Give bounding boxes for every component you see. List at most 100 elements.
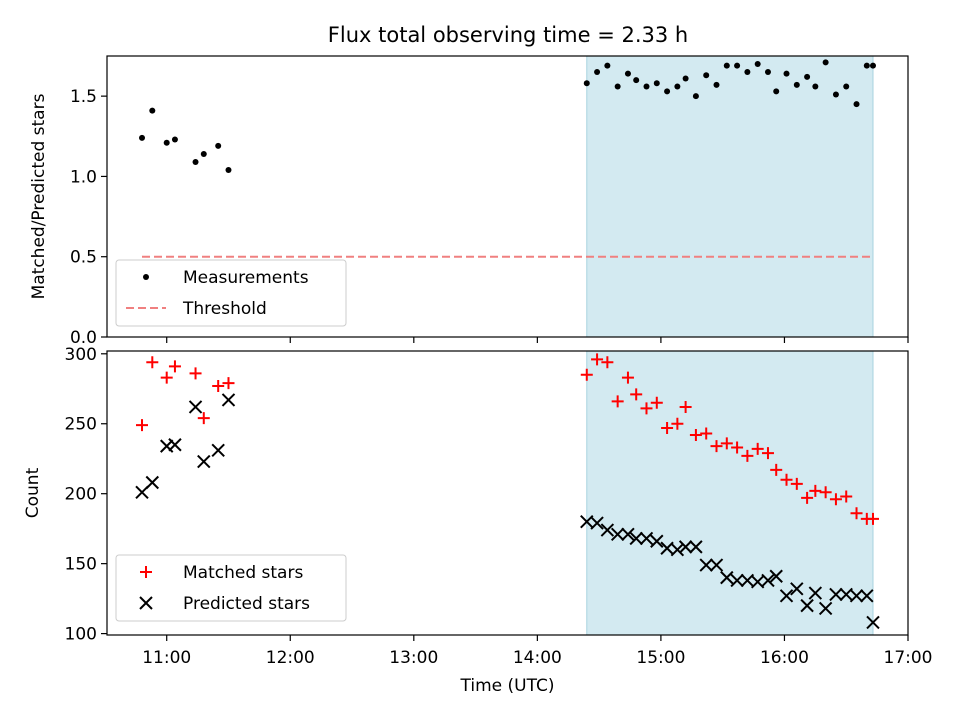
x-tick-label: 16:00 <box>760 648 809 668</box>
matched-stars-point <box>222 377 235 390</box>
matched-stars-point <box>679 400 692 413</box>
measurements-point <box>163 139 170 146</box>
matched-stars-point <box>731 441 744 454</box>
measurements-point <box>664 88 671 95</box>
predicted-stars-point <box>829 587 843 602</box>
measurements-point <box>682 75 689 82</box>
predicted-stars-point <box>769 569 783 583</box>
shaded-observing-region <box>586 55 874 338</box>
predicted-stars-point <box>790 582 804 596</box>
matched-stars-point <box>611 395 624 408</box>
measurements-point <box>773 88 780 95</box>
matched-stars-point <box>136 419 149 432</box>
matched-stars-point <box>700 427 713 440</box>
matched-stars-point <box>751 442 764 455</box>
legend-marker <box>140 566 152 578</box>
bottom-panel: 100 150 200 250 300 11:00 12:00 13:00 14:00 15:00… <box>23 345 933 696</box>
matched-stars-point <box>720 437 733 450</box>
legend-box <box>115 554 347 622</box>
matched-stars-point <box>850 507 863 520</box>
measurements-point <box>225 167 232 174</box>
predicted-stars-point <box>730 573 744 588</box>
matched-stars-point <box>866 512 879 525</box>
measurements-point <box>812 83 819 90</box>
predicted-stars-point <box>188 400 203 414</box>
measurements-point <box>171 136 178 143</box>
matched-stars-point <box>780 473 793 486</box>
legend-label: Predicted stars <box>183 594 310 614</box>
predicted-stars-point <box>211 443 225 458</box>
predicted-stars-point <box>650 534 664 548</box>
x-tick-label: 12:00 <box>266 648 315 668</box>
y-axis-label: Matched/Predicted stars <box>29 93 49 299</box>
matched-stars-point <box>671 417 684 430</box>
matched-stars-point <box>790 477 803 490</box>
measurements-point <box>215 142 222 149</box>
measurements-point <box>604 62 611 69</box>
predicted-stars-point <box>720 570 734 585</box>
measurements-point <box>754 61 761 68</box>
measurements-point <box>713 81 720 88</box>
matched-stars-point <box>741 449 754 462</box>
measurements-point <box>869 62 876 69</box>
predicted-stars-point <box>168 438 182 452</box>
measurements-point <box>594 69 601 76</box>
x-tick-label: 11:00 <box>142 648 191 668</box>
matched-stars-point <box>197 412 210 425</box>
matched-stars-point <box>770 463 783 476</box>
legend-marker <box>143 274 149 280</box>
predicted-stars-point <box>590 516 604 530</box>
predicted-stars-point <box>866 615 880 630</box>
y-tick-label: 300 <box>65 345 97 365</box>
measurements-point <box>653 80 660 87</box>
measurements-point <box>734 62 741 69</box>
measurements-point <box>643 83 650 90</box>
matched-stars-point <box>630 388 643 401</box>
x-tick-label: 13:00 <box>389 648 438 668</box>
legend-label: Threshold <box>182 299 267 319</box>
measurements-point <box>863 62 870 69</box>
matched-stars-point <box>819 486 832 499</box>
measurements-point <box>192 158 199 165</box>
matched-stars-point <box>761 447 774 460</box>
measurements-point <box>674 83 681 90</box>
measurements-point <box>703 72 710 79</box>
measurements-point <box>139 134 146 141</box>
measurements-point <box>853 101 860 108</box>
x-tick-label: 15:00 <box>636 648 685 668</box>
y-tick-label: 200 <box>65 485 97 505</box>
predicted-stars-point <box>610 527 625 541</box>
measurements-point <box>744 69 751 76</box>
predicted-stars-point <box>761 573 775 588</box>
matched-stars-point <box>160 371 173 384</box>
matched-stars-point <box>689 428 702 441</box>
matched-stars-point <box>710 440 723 453</box>
matched-stars-point <box>601 356 614 369</box>
measurements-point <box>822 59 829 66</box>
matched-stars-point <box>168 360 181 373</box>
chart-title: Flux total observing time = 2.33 h <box>328 23 688 47</box>
axes-frame <box>106 55 909 338</box>
measurements-point <box>843 83 850 90</box>
predicted-stars-point <box>670 542 685 557</box>
measurements-point <box>633 77 640 84</box>
axes-frame <box>106 350 909 636</box>
measurements-point <box>692 93 699 100</box>
predicted-stars-point <box>135 485 149 500</box>
predicted-stars-point <box>600 523 615 537</box>
measurements-point <box>783 70 790 77</box>
predicted-stars-point <box>629 531 643 546</box>
predicted-stars-point <box>621 527 635 541</box>
predicted-stars-point <box>678 540 693 554</box>
predicted-stars-point <box>699 558 713 572</box>
matched-stars-point <box>146 356 159 369</box>
predicted-stars-point <box>800 598 814 613</box>
matched-stars-point <box>661 421 674 434</box>
measurements-point <box>200 150 207 157</box>
matched-stars-point <box>580 368 593 381</box>
legend-label: Matched stars <box>183 563 303 583</box>
y-tick-label: 150 <box>65 555 97 575</box>
matched-stars-point <box>829 493 842 506</box>
matched-stars-point <box>621 371 634 384</box>
predicted-stars-point <box>709 558 724 572</box>
